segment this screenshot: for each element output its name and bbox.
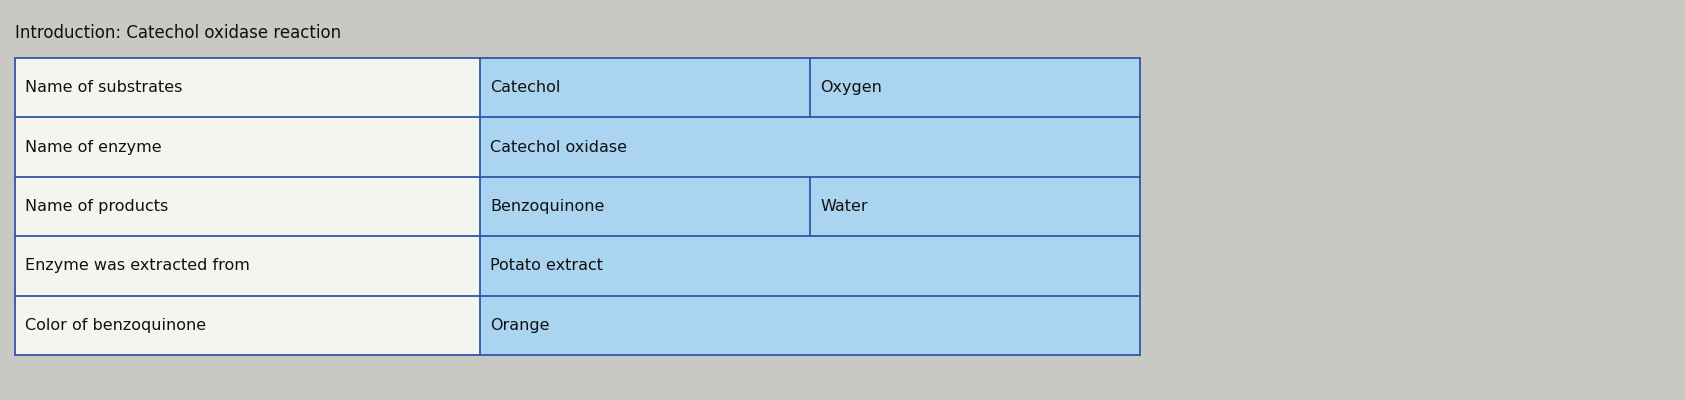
Text: Name of substrates: Name of substrates xyxy=(25,80,182,95)
Text: Benzoquinone: Benzoquinone xyxy=(490,199,605,214)
Text: Catechol: Catechol xyxy=(490,80,561,95)
Text: Orange: Orange xyxy=(490,318,549,333)
Text: Potato extract: Potato extract xyxy=(490,258,603,274)
Text: Name of products: Name of products xyxy=(25,199,169,214)
Text: Introduction: Catechol oxidase reaction: Introduction: Catechol oxidase reaction xyxy=(15,24,340,42)
Text: Oxygen: Oxygen xyxy=(821,80,881,95)
Text: Name of enzyme: Name of enzyme xyxy=(25,140,162,155)
Text: Catechol oxidase: Catechol oxidase xyxy=(490,140,627,155)
Text: Color of benzoquinone: Color of benzoquinone xyxy=(25,318,206,333)
Text: Enzyme was extracted from: Enzyme was extracted from xyxy=(25,258,249,274)
Text: Water: Water xyxy=(821,199,868,214)
